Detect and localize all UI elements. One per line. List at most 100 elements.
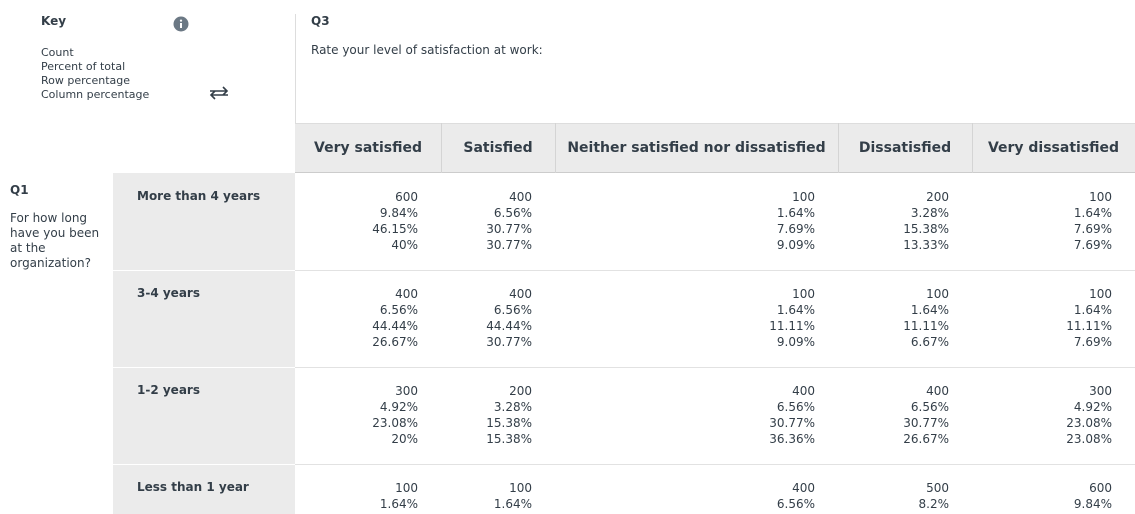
cell-value: 100 (1089, 287, 1112, 301)
cell-value: 500 (926, 481, 949, 495)
cell-value: 15.38% (486, 432, 532, 446)
table-cell: 600 9.84% (972, 480, 1112, 512)
cell-value: 44.44% (486, 319, 532, 333)
cell-value: 1.64% (493, 497, 532, 511)
column-header: Very dissatisfied (987, 140, 1120, 156)
key-item: Percent of total (41, 60, 126, 73)
cell-value: 44.44% (372, 319, 418, 333)
table-cell: 400 6.56% 30.77% 30.77% (441, 189, 532, 253)
cell-value: 6.56% (379, 303, 418, 317)
cell-value: 9.84% (379, 206, 418, 220)
table-cell: 400 6.56% 44.44% 26.67% (295, 286, 418, 350)
cell-value: 300 (1089, 384, 1112, 398)
cell-value: 3.28% (493, 400, 532, 414)
cell-value: 36.36% (769, 432, 815, 446)
row-divider (113, 367, 295, 368)
key-title: Key (41, 14, 67, 28)
row-question-text: For how long have you been at the organi… (10, 211, 100, 270)
cell-value: 7.69% (1073, 335, 1112, 349)
row-divider (113, 464, 295, 465)
cell-value: 600 (1089, 481, 1112, 495)
cell-value: 7.69% (1073, 238, 1112, 252)
cell-value: 100 (792, 190, 815, 204)
row-label: 3-4 years (137, 286, 200, 300)
cell-value: 23.08% (1066, 416, 1112, 430)
column-header: Very satisfied (314, 140, 422, 156)
table-cell: 300 4.92% 23.08% 20% (295, 383, 418, 447)
table-cell: 100 1.64% 11.11% 6.67% (838, 286, 949, 350)
cell-value: 15.38% (903, 222, 949, 236)
cell-value: 3.28% (910, 206, 949, 220)
cell-value: 100 (1089, 190, 1112, 204)
cell-value: 6.56% (493, 206, 532, 220)
cell-value: 6.56% (910, 400, 949, 414)
table-cell: 100 1.64% 7.69% 9.09% (555, 189, 815, 253)
swap-icon[interactable] (207, 85, 231, 101)
row-question-label: Q1 (10, 183, 29, 197)
cell-value: 11.11% (769, 319, 815, 333)
cell-value: 200 (926, 190, 949, 204)
table-cell: 400 6.56% (555, 480, 815, 512)
cell-value: 6.67% (910, 335, 949, 349)
row-label-column (113, 173, 295, 514)
column-question-label: Q3 (311, 14, 330, 28)
cell-value: 9.84% (1073, 497, 1112, 511)
cell-value: 600 (395, 190, 418, 204)
row-label: 1-2 years (137, 383, 200, 397)
table-cell: 200 3.28% 15.38% 13.33% (838, 189, 949, 253)
cell-value: 30.77% (769, 416, 815, 430)
column-divider (555, 123, 556, 173)
cell-value: 11.11% (903, 319, 949, 333)
table-cell: 100 1.64% (441, 480, 532, 512)
cell-value: 26.67% (372, 335, 418, 349)
cell-value: 100 (395, 481, 418, 495)
table-cell: 500 8.2% (838, 480, 950, 512)
cell-value: 400 (395, 287, 418, 301)
row-divider (295, 270, 1135, 271)
cell-value: 30.77% (903, 416, 949, 430)
header-row (295, 123, 1135, 173)
cell-value: 1.64% (379, 497, 418, 511)
table-cell: 100 1.64% 11.11% 9.09% (555, 286, 815, 350)
column-header: Neither satisfied nor dissatisfied (567, 140, 826, 156)
column-divider (441, 123, 442, 173)
cell-value: 30.77% (486, 222, 532, 236)
table-cell: 600 9.84% 46.15% 40% (295, 189, 418, 253)
cell-value: 40% (391, 238, 418, 252)
cell-value: 30.77% (486, 335, 532, 349)
cell-value: 1.64% (776, 206, 815, 220)
table-cell: 300 4.92% 23.08% 23.08% (972, 383, 1112, 447)
cell-value: 30.77% (486, 238, 532, 252)
table-cell: 100 1.64% 11.11% 7.69% (972, 286, 1112, 350)
cell-value: 1.64% (1073, 303, 1112, 317)
cell-value: 6.56% (776, 400, 815, 414)
cell-value: 200 (509, 384, 532, 398)
cell-value: 400 (792, 481, 815, 495)
cell-value: 300 (395, 384, 418, 398)
table-cell: 400 6.56% 30.77% 26.67% (838, 383, 949, 447)
cell-value: 4.92% (379, 400, 418, 414)
table-cell: 100 1.64% (295, 480, 418, 512)
cell-value: 7.69% (1073, 222, 1112, 236)
cell-value: 26.67% (903, 432, 949, 446)
info-icon[interactable] (173, 16, 189, 32)
table-cell: 200 3.28% 15.38% 15.38% (441, 383, 532, 447)
cell-value: 6.56% (776, 497, 815, 511)
column-header: Dissatisfied (858, 140, 952, 156)
column-divider (838, 123, 839, 173)
cell-value: 23.08% (372, 416, 418, 430)
table-cell: 400 6.56% 44.44% 30.77% (441, 286, 532, 350)
cell-value: 100 (926, 287, 949, 301)
table-cell: 400 6.56% 30.77% 36.36% (555, 383, 815, 447)
cell-value: 7.69% (776, 222, 815, 236)
row-divider (295, 367, 1135, 368)
cell-value: 1.64% (776, 303, 815, 317)
cell-value: 15.38% (486, 416, 532, 430)
cell-value: 400 (926, 384, 949, 398)
row-label: More than 4 years (137, 189, 261, 203)
cell-value: 400 (792, 384, 815, 398)
key-list: Count Percent of total Row percentage Colum… (41, 46, 149, 102)
table-cell: 100 1.64% 7.69% 7.69% (972, 189, 1112, 253)
cell-value: 8.2% (918, 497, 950, 511)
